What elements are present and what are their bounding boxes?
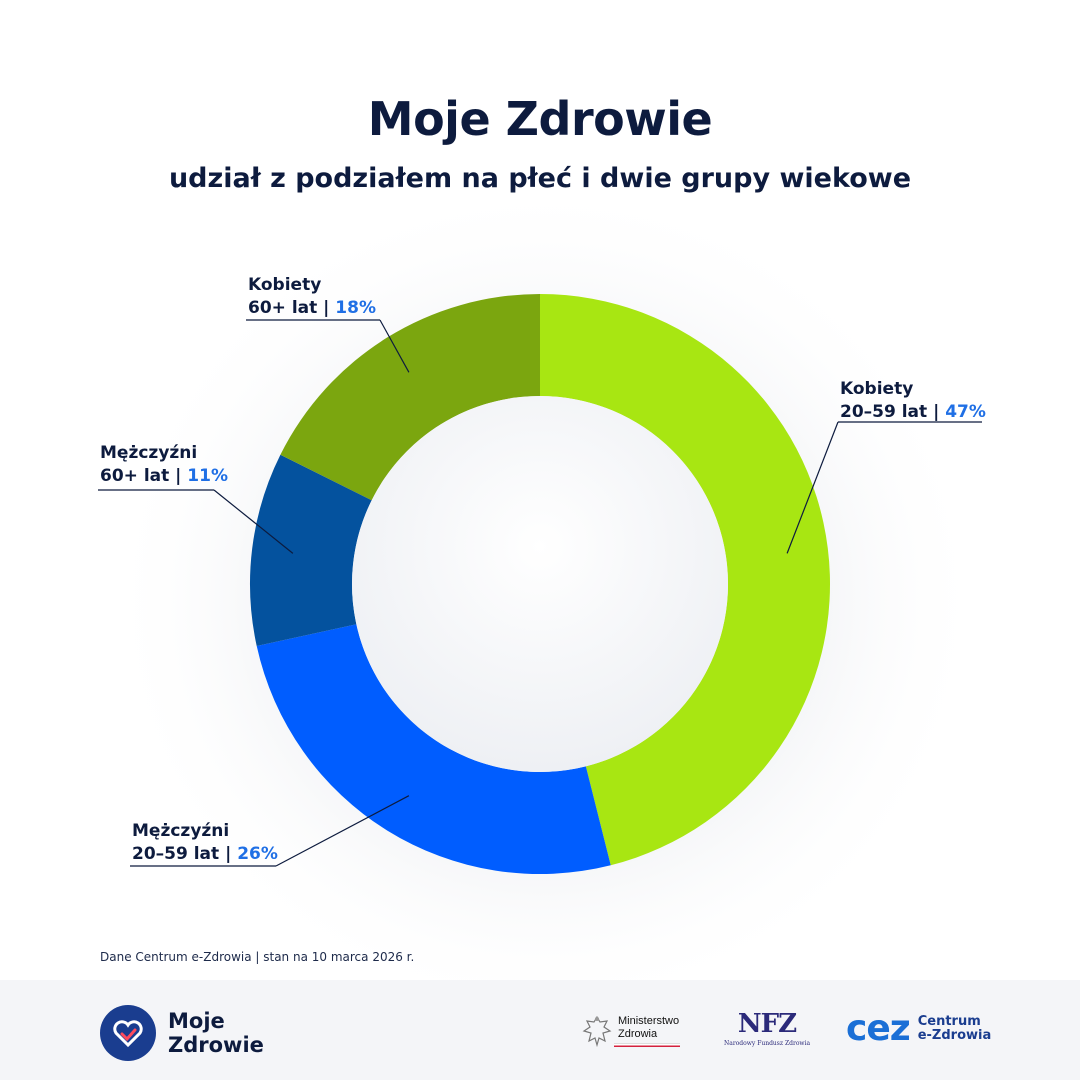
- slice-value-3: 11%: [187, 466, 228, 486]
- nfz-mark: NFZ: [737, 1009, 797, 1039]
- slice-value-4: 18%: [335, 298, 376, 318]
- ministry-line2: Zdrowia: [618, 1028, 658, 1040]
- donut-slice-1: [540, 294, 830, 866]
- cez-line2: e-Zdrowia: [917, 1028, 992, 1043]
- footer-bar: Moje Zdrowie Ministerstwo Zdrowia NFZ Na…: [0, 980, 1080, 1080]
- ministry-logo[interactable]: Ministerstwo Zdrowia: [580, 1013, 680, 1049]
- slice-value-2: 26%: [237, 844, 278, 864]
- slice-label-3-line1: Mężczyźni: [100, 443, 197, 463]
- slice-label-1-line1: Kobiety: [840, 379, 913, 399]
- chart-title: Moje Zdrowie: [367, 92, 713, 146]
- cez-mark: cez: [846, 1008, 911, 1049]
- slice-label-2-line1: Mężczyźni: [132, 821, 229, 841]
- slice-value-1: 47%: [945, 402, 986, 422]
- cez-logo[interactable]: cez Centrum e-Zdrowia: [846, 1010, 991, 1048]
- slice-label-3-line2: 60+ lat | 11%: [100, 466, 228, 486]
- app-logo-line1: Moje: [168, 1009, 225, 1033]
- leader-line-3: [213, 489, 294, 554]
- flag-stripe: [614, 1043, 680, 1047]
- donut-slice-4: [280, 294, 540, 501]
- source-note: Dane Centrum e-Zdrowia | stan na 10 marc…: [100, 950, 415, 964]
- ministry-line1: Ministerstwo: [618, 1015, 680, 1027]
- nfz-logo[interactable]: NFZ Narodowy Fundusz Zdrowia: [724, 1010, 810, 1047]
- donut-slice-2: [256, 624, 611, 874]
- eagle-emblem-icon: [582, 1015, 612, 1048]
- leader-line-1: [786, 421, 839, 554]
- leader-line-2: [275, 795, 410, 867]
- cez-line1: Centrum: [917, 1014, 981, 1029]
- leader-line-4: [379, 319, 410, 373]
- slice-label-4-line1: Kobiety: [248, 275, 321, 295]
- donut-hole: [352, 396, 728, 772]
- nfz-subtitle: Narodowy Fundusz Zdrowia: [724, 1040, 811, 1047]
- app-logo-line2: Zdrowie: [168, 1033, 264, 1057]
- donut-slice-3: [250, 454, 372, 647]
- slice-label-4-line2: 60+ lat | 18%: [248, 298, 376, 318]
- slice-label-1-line2: 20–59 lat | 47%: [840, 402, 986, 422]
- slice-label-2-line2: 20–59 lat | 26%: [132, 844, 278, 864]
- moje-zdrowie-logo[interactable]: Moje Zdrowie: [100, 1005, 264, 1061]
- heart-check-icon: [100, 1005, 156, 1061]
